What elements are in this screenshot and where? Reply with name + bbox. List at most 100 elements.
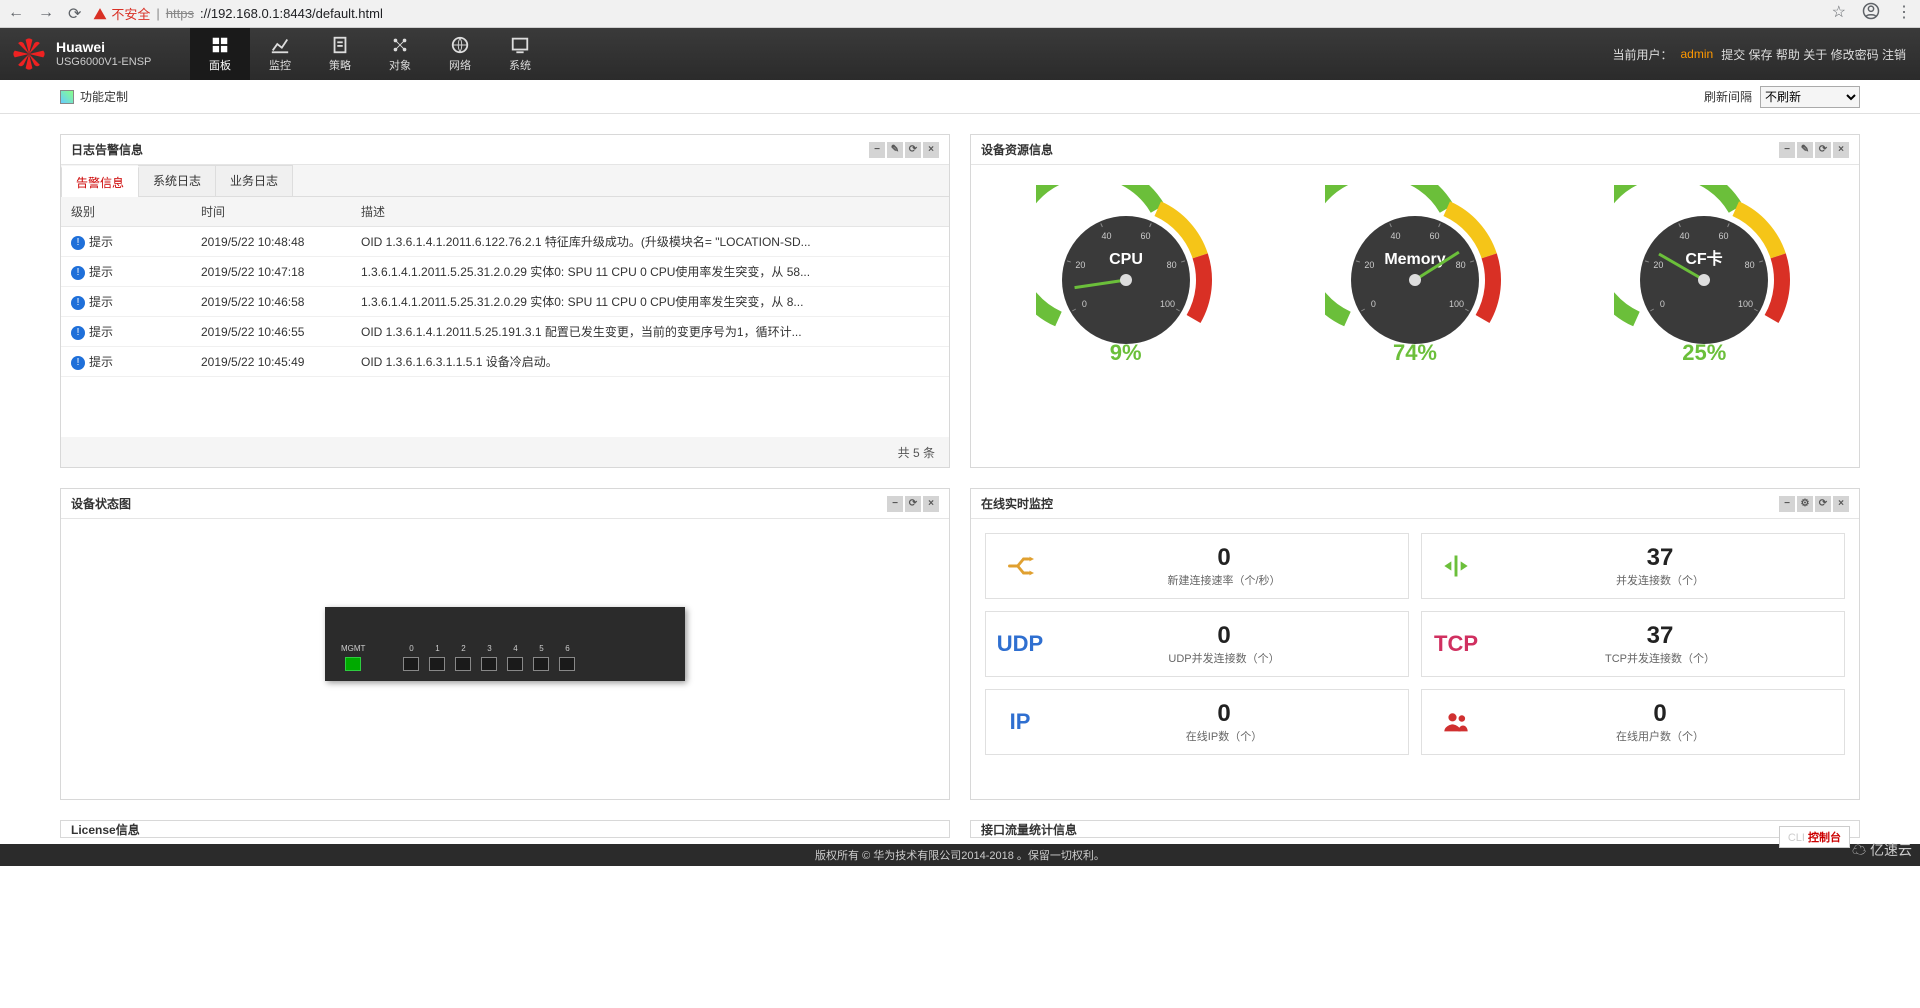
rt-card-5[interactable]: 0在线用户数（个） (1421, 689, 1845, 755)
current-user: admin (1681, 47, 1714, 61)
port-label: 3 (487, 644, 491, 653)
refresh-select[interactable]: 不刷新 (1760, 86, 1860, 108)
header-link-帮助[interactable]: 帮助 (1776, 48, 1800, 62)
menu-icon[interactable]: ⋮ (1896, 2, 1912, 25)
address-bar[interactable]: 不安全 | https://192.168.0.1:8443/default.h… (93, 4, 382, 23)
panel-min-icon[interactable]: − (887, 496, 903, 512)
main-nav: 面板监控策略对象网络系统 (190, 28, 550, 80)
panel-min-icon[interactable]: − (1779, 142, 1795, 158)
svg-text:60: 60 (1429, 231, 1439, 241)
panel-edit-icon[interactable]: ✎ (1797, 142, 1813, 158)
device-chassis: MGMT0123456 (325, 607, 685, 681)
svg-text:0: 0 (1371, 299, 1376, 309)
port-4[interactable] (507, 657, 523, 671)
table-row[interactable]: !提示2019/5/22 10:46:581.3.6.1.4.1.2011.5.… (61, 287, 949, 317)
rt-icon-users (1436, 708, 1476, 736)
realtime-panel: 在线实时监控 − ⚙ ⟳ × 0新建连接速率（个/秒）37并发连接数（个）UDP… (970, 488, 1860, 800)
rt-card-1[interactable]: 37并发连接数（个） (1421, 533, 1845, 599)
log-tabs: 告警信息系统日志业务日志 (61, 165, 949, 197)
log-panel: 日志告警信息 − ✎ ⟳ × 告警信息系统日志业务日志 级别时间描述 !提示20… (60, 134, 950, 468)
license-panel-stub: License信息 (60, 820, 950, 838)
customize-link[interactable]: 功能定制 (80, 88, 128, 105)
rt-label: 并发连接数（个） (1490, 572, 1830, 588)
device-panel: 设备状态图 − ⟳ × MGMT0123456 (60, 488, 950, 800)
port-3[interactable] (481, 657, 497, 671)
nav-面板[interactable]: 面板 (190, 28, 250, 80)
nav-对象[interactable]: 对象 (370, 28, 430, 80)
cli-console-button[interactable]: CLI 控制台 (1779, 826, 1850, 848)
nav-网络[interactable]: 网络 (430, 28, 490, 80)
profile-icon[interactable] (1862, 2, 1880, 25)
rt-card-3[interactable]: TCP37TCP并发连接数（个） (1421, 611, 1845, 677)
table-row[interactable]: !提示2019/5/22 10:47:181.3.6.1.4.1.2011.5.… (61, 257, 949, 287)
header-link-修改密码[interactable]: 修改密码 (1831, 48, 1879, 62)
port-6[interactable] (559, 657, 575, 671)
panel-refresh-icon[interactable]: ⟳ (905, 142, 921, 158)
header-link-提交[interactable]: 提交 (1721, 48, 1745, 62)
svg-text:0: 0 (1660, 299, 1665, 309)
header-link-注销[interactable]: 注销 (1882, 48, 1906, 62)
rt-label: 在线IP数（个） (1054, 728, 1394, 744)
nav-系统[interactable]: 系统 (490, 28, 550, 80)
device-panel-title: 设备状态图 (71, 495, 887, 512)
rt-label: 在线用户数（个） (1490, 728, 1830, 744)
port-0[interactable] (403, 657, 419, 671)
reload-icon[interactable]: ⟳ (68, 4, 81, 24)
rt-card-0[interactable]: 0新建连接速率（个/秒） (985, 533, 1409, 599)
table-row[interactable]: !提示2019/5/22 10:48:48OID 1.3.6.1.4.1.201… (61, 227, 949, 257)
gauge-cf: 020406080100CF卡25% (1614, 185, 1794, 366)
gauge-cpu: 020406080100CPU9% (1036, 185, 1216, 366)
resource-panel-title: 设备资源信息 (981, 141, 1779, 158)
back-icon[interactable]: ← (8, 4, 24, 24)
watermark: ☁ 亿速云 (1852, 840, 1912, 860)
star-icon[interactable]: ☆ (1832, 2, 1846, 25)
info-icon: ! (71, 356, 85, 370)
log-col-0: 级别 (61, 197, 191, 227)
forward-icon[interactable]: → (38, 4, 54, 24)
panel-settings-icon[interactable]: ⚙ (1797, 496, 1813, 512)
rt-label: UDP并发连接数（个） (1054, 650, 1394, 666)
resource-panel: 设备资源信息 − ✎ ⟳ × 020406080100CPU9%02040608… (970, 134, 1860, 468)
url-scheme: https (166, 6, 194, 21)
svg-text:100: 100 (1738, 299, 1753, 309)
log-tab-2[interactable]: 业务日志 (215, 165, 293, 196)
port-label: 4 (513, 644, 517, 653)
rt-label: 新建连接速率（个/秒） (1054, 572, 1394, 588)
log-tab-0[interactable]: 告警信息 (61, 166, 139, 197)
header-link-关于[interactable]: 关于 (1803, 48, 1827, 62)
table-row[interactable]: !提示2019/5/22 10:46:55OID 1.3.6.1.4.1.201… (61, 317, 949, 347)
port-1[interactable] (429, 657, 445, 671)
table-row[interactable]: !提示2019/5/22 10:45:49OID 1.3.6.1.6.3.1.1… (61, 347, 949, 377)
model: USG6000V1-ENSP (56, 56, 151, 68)
app-header: Huawei USG6000V1-ENSP 面板监控策略对象网络系统 当前用户：… (0, 28, 1920, 80)
port-mgmt[interactable] (345, 657, 361, 671)
panel-min-icon[interactable]: − (1779, 496, 1795, 512)
copyright: 版权所有 © 华为技术有限公司2014-2018 。保留一切权利。 (815, 847, 1105, 863)
customize-icon[interactable] (60, 90, 74, 104)
panel-refresh-icon[interactable]: ⟳ (905, 496, 921, 512)
svg-text:0: 0 (1082, 299, 1087, 309)
log-col-2: 描述 (351, 197, 949, 227)
nav-监控[interactable]: 监控 (250, 28, 310, 80)
header-link-保存[interactable]: 保存 (1749, 48, 1773, 62)
panel-refresh-icon[interactable]: ⟳ (1815, 496, 1831, 512)
nav-策略[interactable]: 策略 (310, 28, 370, 80)
panel-edit-icon[interactable]: ✎ (887, 142, 903, 158)
port-2[interactable] (455, 657, 471, 671)
panel-close-icon[interactable]: × (1833, 142, 1849, 158)
svg-text:20: 20 (1654, 260, 1664, 270)
panel-refresh-icon[interactable]: ⟳ (1815, 142, 1831, 158)
rt-card-4[interactable]: IP0在线IP数（个） (985, 689, 1409, 755)
rt-value: 0 (1490, 700, 1830, 728)
panel-min-icon[interactable]: − (869, 142, 885, 158)
brand: Huawei (56, 40, 151, 55)
port-label: 2 (461, 644, 465, 653)
sub-toolbar: 功能定制 刷新间隔 不刷新 (0, 80, 1920, 114)
rt-card-2[interactable]: UDP0UDP并发连接数（个） (985, 611, 1409, 677)
panel-close-icon[interactable]: × (923, 496, 939, 512)
panel-close-icon[interactable]: × (923, 142, 939, 158)
port-5[interactable] (533, 657, 549, 671)
realtime-panel-title: 在线实时监控 (981, 495, 1779, 512)
log-tab-1[interactable]: 系统日志 (138, 165, 216, 196)
panel-close-icon[interactable]: × (1833, 496, 1849, 512)
